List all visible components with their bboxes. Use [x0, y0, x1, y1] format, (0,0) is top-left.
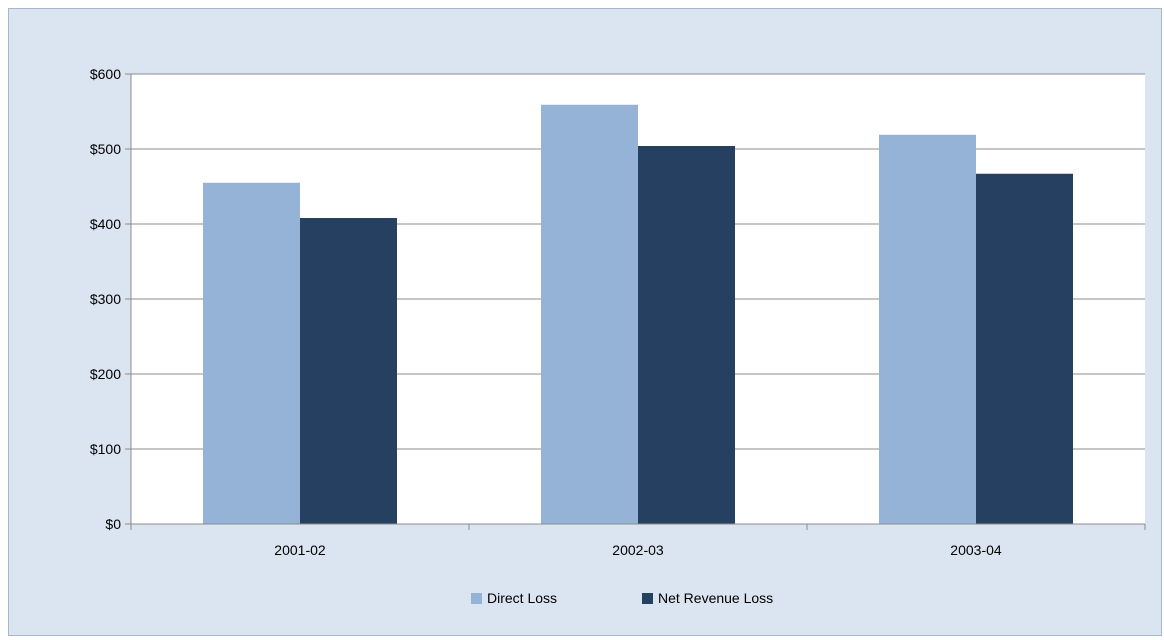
- axes: $0 $100 $200 $300 $400 $500 $600 2001-02 2002-03…: [90, 66, 1146, 558]
- legend-label-direct-loss: Direct Loss: [487, 590, 557, 606]
- legend: Direct Loss Net Revenue Loss: [471, 590, 773, 606]
- legend-label-net-revenue-loss: Net Revenue Loss: [658, 590, 773, 606]
- legend-swatch-direct-loss: [471, 593, 482, 604]
- y-tick-label: $200: [90, 366, 121, 382]
- bar-net-revenue-loss-2001-02: [300, 218, 397, 524]
- y-tick-label: $300: [90, 291, 121, 307]
- bar-net-revenue-loss-2002-03: [638, 146, 735, 524]
- bars: [203, 104, 1073, 524]
- x-tick-label: 2003-04: [950, 542, 1002, 558]
- y-tick-label: $400: [90, 216, 121, 232]
- y-tick-label: $600: [90, 66, 121, 82]
- legend-swatch-net-revenue-loss: [642, 593, 653, 604]
- y-tick-label: $100: [90, 441, 121, 457]
- x-tick-label: 2002-03: [612, 542, 664, 558]
- bar-net-revenue-loss-2003-04: [976, 173, 1073, 524]
- y-tick-label: $500: [90, 141, 121, 157]
- bar-direct-loss-2001-02: [203, 182, 300, 524]
- chart-frame: $0 $100 $200 $300 $400 $500 $600 2001-02 2002-03…: [8, 8, 1162, 636]
- x-tick-label: 2001-02: [274, 542, 326, 558]
- bar-direct-loss-2003-04: [879, 134, 976, 524]
- bar-direct-loss-2002-03: [541, 104, 638, 524]
- y-tick-label: $0: [105, 516, 121, 532]
- bar-chart: $0 $100 $200 $300 $400 $500 $600 2001-02 2002-03…: [90, 66, 1146, 606]
